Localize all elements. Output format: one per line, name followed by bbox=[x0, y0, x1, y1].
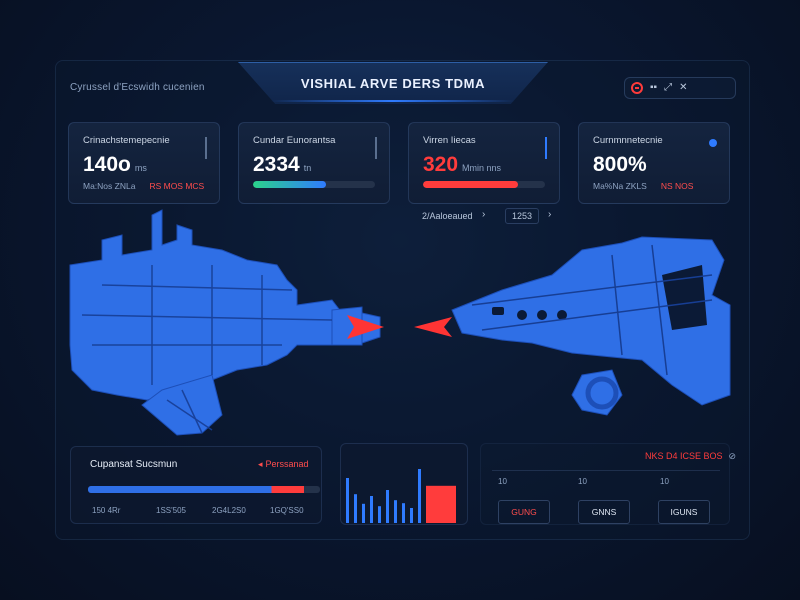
left-ship-illustration bbox=[69, 209, 384, 436]
chart-bar bbox=[410, 508, 413, 523]
metrics-tick: 10 bbox=[578, 477, 587, 486]
chart-bar bbox=[354, 494, 357, 523]
chart-bar bbox=[378, 506, 381, 523]
metric-box[interactable]: GUNG bbox=[498, 500, 550, 524]
stat-footer: Ma%Na ZKLS NS NOS bbox=[593, 181, 694, 191]
chevron-right-icon[interactable]: › bbox=[548, 209, 552, 220]
progress-fill bbox=[423, 181, 519, 188]
alert-label: ◂ Perssanad bbox=[258, 459, 309, 469]
summary-tick: 150 4Rr bbox=[92, 506, 121, 515]
metrics-tick: 10 bbox=[498, 477, 507, 486]
brand-text: Cyrussel d'Ecswidh cucenien bbox=[70, 82, 205, 93]
stat-card-utilization[interactable]: Curnmnnetecnie 800% Ma%Na ZKLS NS NOS bbox=[578, 122, 730, 204]
chart-bar bbox=[370, 496, 373, 523]
progress-fill bbox=[253, 181, 327, 188]
metrics-alert: NKS D4 ICSE BOS ⊘ bbox=[645, 451, 737, 461]
progress-track bbox=[253, 181, 375, 188]
panel-title: Cupansat Sucsmun bbox=[90, 459, 178, 470]
page-title: VISHIAL ARVE DERS TDMA bbox=[300, 76, 486, 91]
stat-value: 320 Mmin nns bbox=[423, 153, 502, 176]
summary-progress-fill bbox=[88, 486, 304, 493]
stat-label: Virren Iiecas bbox=[423, 135, 476, 146]
status-dot-icon bbox=[709, 139, 717, 147]
filter-label[interactable]: 2/Aaloeaued bbox=[422, 211, 473, 221]
summary-tick: 1GQ'SS0 bbox=[270, 506, 304, 515]
summary-tick: 2G4L2S0 bbox=[212, 506, 246, 515]
chart-bar bbox=[418, 469, 421, 523]
chart-bar-highlight bbox=[426, 485, 456, 523]
chart-bar bbox=[386, 490, 389, 523]
right-ship-illustration bbox=[414, 236, 731, 416]
record-icon[interactable] bbox=[631, 82, 643, 94]
window-controls: ▪▪ ⤢ ✕ bbox=[624, 77, 736, 99]
stat-value: 2334 tn bbox=[253, 153, 312, 176]
close-icon[interactable]: ✕ bbox=[679, 82, 688, 93]
summary-panel bbox=[70, 446, 322, 524]
title-glow bbox=[270, 100, 515, 102]
metrics-tick: 10 bbox=[660, 477, 669, 486]
sparkline-icon bbox=[205, 137, 207, 159]
stat-label: Cundar Eunorantsa bbox=[253, 135, 336, 146]
stat-label: Crinachstemepecnie bbox=[83, 135, 170, 146]
stat-card-latency[interactable]: Crinachstemepecnie 140o ms Ma:Nos ZNLa RS … bbox=[68, 122, 220, 204]
chart-bar bbox=[346, 478, 349, 523]
summary-progress-track bbox=[88, 486, 320, 493]
summary-tick: 1SS'505 bbox=[156, 506, 186, 515]
progress-track bbox=[423, 181, 545, 188]
chart-bar bbox=[362, 503, 365, 523]
chevron-right-icon[interactable]: › bbox=[482, 209, 486, 220]
stat-value: 800% bbox=[593, 153, 647, 176]
stat-value: 140o ms bbox=[83, 153, 147, 176]
mini-bar-chart bbox=[346, 469, 456, 523]
metric-box[interactable]: GNNS bbox=[578, 500, 630, 524]
filter-value-box[interactable]: 1253 bbox=[505, 208, 540, 224]
grid-line bbox=[492, 470, 720, 471]
sparkline-icon bbox=[545, 137, 547, 159]
grid-icon[interactable]: ▪▪ bbox=[650, 82, 658, 93]
stat-footer: Ma:Nos ZNLa RS MOS MCS bbox=[83, 181, 205, 191]
metrics-panel bbox=[480, 443, 730, 525]
metric-box[interactable]: IGUNS bbox=[658, 500, 710, 524]
stat-label: Curnmnnetecnie bbox=[593, 135, 663, 146]
chart-bar bbox=[394, 500, 397, 523]
sparkline-icon bbox=[375, 137, 377, 159]
title-tab bbox=[238, 62, 548, 104]
chart-bar bbox=[402, 503, 405, 523]
stat-card-errors[interactable]: Virren Iiecas 320 Mmin nns bbox=[408, 122, 560, 204]
stat-card-throughput[interactable]: Cundar Eunorantsa 2334 tn bbox=[238, 122, 390, 204]
expand-icon[interactable]: ⤢ bbox=[664, 82, 673, 93]
